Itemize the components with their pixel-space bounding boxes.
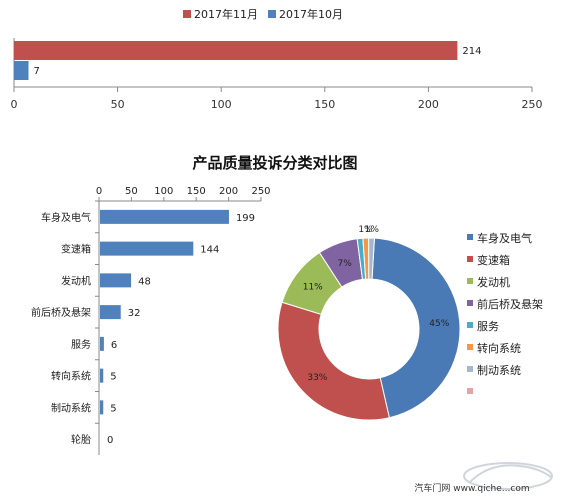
top-legend: 2017年11月 2017年10月 bbox=[183, 7, 343, 21]
watermark-text: 汽车门网 www.qiche...com bbox=[414, 482, 529, 494]
donut-chart: 45% 33% 11% 7% 1%1% bbox=[277, 225, 461, 421]
bar bbox=[100, 400, 104, 415]
bar-value-label: 6 bbox=[111, 340, 117, 351]
category-label: 制动系统 bbox=[51, 401, 91, 414]
bar-value-label: 0 bbox=[107, 435, 113, 446]
legend-swatch bbox=[467, 300, 473, 306]
x-tick-label: 100 bbox=[211, 98, 232, 111]
category-label: 服务 bbox=[71, 338, 91, 351]
donut-slice-label: 45% bbox=[429, 319, 449, 329]
donut-slice-label: 7% bbox=[338, 259, 353, 269]
legend-swatch bbox=[467, 322, 473, 328]
chart-title: 产品质量投诉分类对比图 bbox=[192, 154, 357, 172]
bar bbox=[100, 305, 121, 320]
legend-label: 前后桥及悬架 bbox=[477, 297, 543, 311]
x-tick-label: 250 bbox=[251, 186, 270, 197]
bar bbox=[100, 241, 194, 256]
donut-slice bbox=[371, 237, 461, 419]
x-tick-label: 150 bbox=[314, 98, 335, 111]
category-label: 变速箱 bbox=[61, 243, 91, 256]
legend-swatch bbox=[467, 234, 473, 240]
legend-label: 变速箱 bbox=[477, 253, 510, 267]
legend-swatch bbox=[467, 278, 473, 284]
x-tick-label: 200 bbox=[219, 186, 238, 197]
top-bar-chart: 214 7 0 50 100 150 200 250 bbox=[11, 38, 543, 111]
donut-slice bbox=[277, 301, 390, 421]
legend-swatch bbox=[467, 388, 473, 394]
legend-label: 制动系统 bbox=[477, 364, 521, 377]
bar bbox=[100, 368, 104, 383]
legend-label-series-2: 2017年10月 bbox=[279, 7, 343, 21]
data-label-series-2: 7 bbox=[34, 66, 40, 77]
bar-value-label: 144 bbox=[200, 245, 219, 256]
bar bbox=[100, 273, 132, 288]
legend-swatch bbox=[467, 344, 473, 350]
donut-slice-label: 1% bbox=[358, 225, 373, 235]
category-label: 发动机 bbox=[61, 274, 91, 287]
category-label: 车身及电气 bbox=[41, 211, 91, 224]
bar-value-label: 5 bbox=[110, 372, 116, 383]
donut-slice-label: 1% bbox=[365, 225, 380, 235]
bar-value-label: 32 bbox=[128, 308, 141, 319]
watermark-logo bbox=[463, 462, 553, 490]
x-tick-label: 50 bbox=[125, 186, 138, 197]
legend-swatch bbox=[467, 256, 473, 262]
legend-swatch-series-2 bbox=[268, 10, 276, 18]
category-label: 前后桥及悬架 bbox=[31, 306, 91, 319]
legend-label-series-1: 2017年11月 bbox=[194, 7, 258, 21]
bar bbox=[100, 209, 229, 224]
legend-label: 服务 bbox=[477, 320, 499, 333]
legend-swatch bbox=[467, 366, 473, 372]
donut-slice bbox=[368, 237, 375, 280]
legend-label: 发动机 bbox=[477, 275, 510, 289]
x-tick-label: 0 bbox=[11, 98, 18, 111]
bar-value-label: 199 bbox=[236, 213, 255, 224]
x-tick-label: 150 bbox=[187, 186, 206, 197]
legend-label: 转向系统 bbox=[477, 341, 521, 355]
bar bbox=[100, 336, 104, 351]
donut-slice-label: 33% bbox=[307, 373, 327, 383]
x-tick-label: 0 bbox=[96, 186, 102, 197]
category-label: 转向系统 bbox=[51, 370, 91, 383]
category-bar-chart: 0 50 100 150 200 250199车身及电气144变速箱48发动机32前后桥及… bbox=[31, 186, 271, 455]
x-tick-label: 50 bbox=[111, 98, 125, 111]
donut-slice-label: 11% bbox=[303, 282, 323, 292]
bar-series-2 bbox=[14, 61, 29, 80]
bar-series-1 bbox=[14, 41, 458, 60]
bar-value-label: 5 bbox=[110, 403, 116, 414]
x-tick-label: 100 bbox=[154, 186, 173, 197]
x-tick-label: 250 bbox=[522, 98, 543, 111]
data-label-series-1: 214 bbox=[462, 46, 481, 57]
category-label: 轮胎 bbox=[71, 433, 91, 446]
bar-value-label: 48 bbox=[138, 276, 151, 287]
legend-label: 车身及电气 bbox=[477, 231, 532, 245]
x-tick-label: 200 bbox=[418, 98, 439, 111]
legend-swatch-series-1 bbox=[183, 10, 191, 18]
